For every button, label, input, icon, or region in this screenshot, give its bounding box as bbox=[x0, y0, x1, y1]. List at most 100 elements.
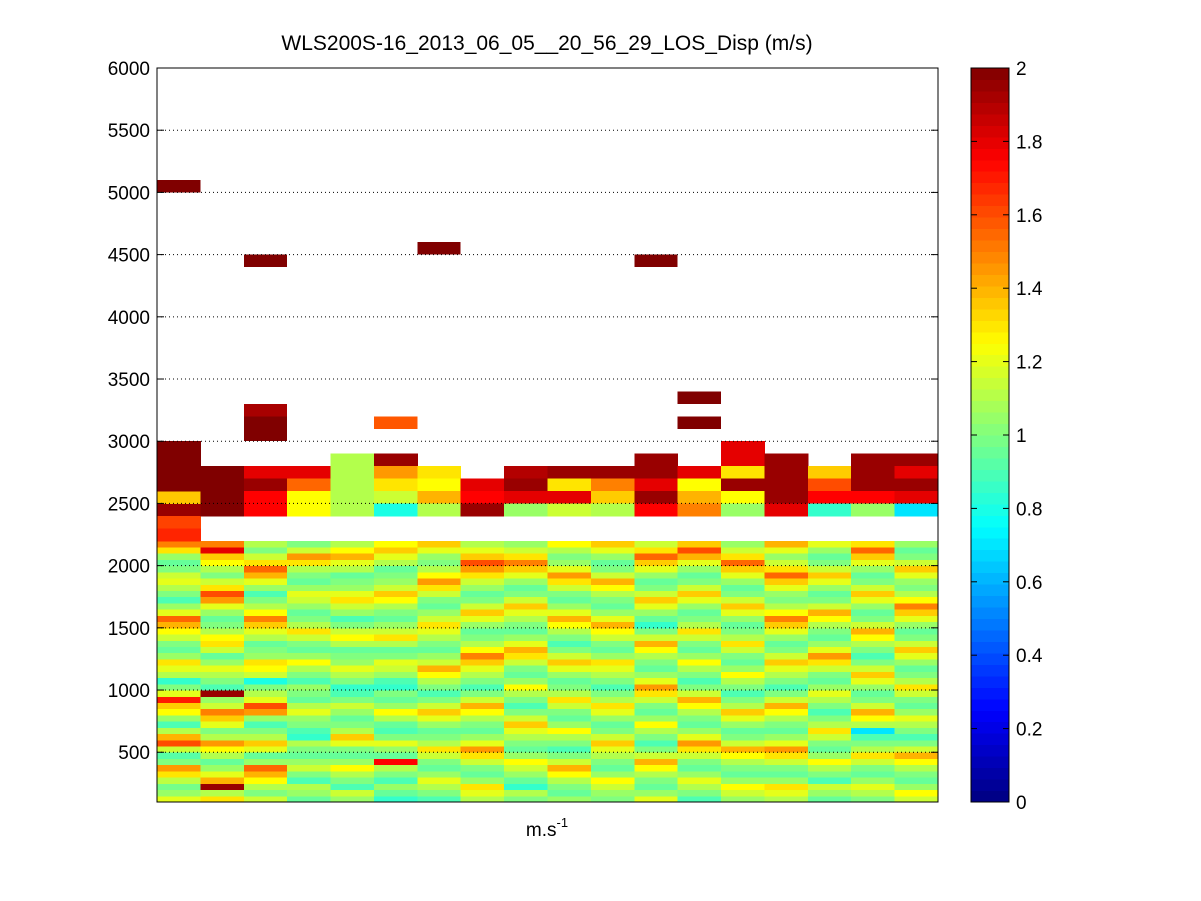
heatmap-cell bbox=[243, 671, 288, 679]
heatmap-cell bbox=[721, 721, 765, 728]
heatmap-cell bbox=[547, 621, 592, 629]
heatmap-cell bbox=[547, 789, 592, 797]
colorbar-tick-label: 0 bbox=[1016, 793, 1027, 814]
heatmap-cell bbox=[677, 615, 722, 623]
heatmap-cell bbox=[634, 752, 679, 759]
heatmap-cell bbox=[634, 795, 679, 803]
heatmap-cell bbox=[243, 627, 288, 635]
heatmap-cell bbox=[851, 733, 896, 741]
colorbar-block bbox=[971, 240, 1009, 252]
heatmap-cell bbox=[590, 708, 635, 716]
colorbar-block bbox=[971, 228, 1009, 241]
heatmap-cell bbox=[504, 739, 548, 747]
heatmap-cell-isolated bbox=[417, 242, 461, 255]
colorbar-block bbox=[971, 171, 1009, 184]
heatmap-cell bbox=[287, 466, 332, 480]
heatmap-cell bbox=[417, 708, 462, 716]
heatmap-cell bbox=[373, 795, 418, 803]
heatmap-cell bbox=[677, 602, 722, 610]
heatmap-cell bbox=[287, 546, 332, 554]
heatmap-cell bbox=[460, 746, 505, 753]
heatmap-cell bbox=[634, 677, 679, 685]
heatmap-cell bbox=[417, 590, 462, 598]
heatmap-cell bbox=[547, 708, 592, 716]
heatmap-cell bbox=[330, 671, 375, 679]
heatmap-cell bbox=[634, 490, 679, 504]
heatmap-cell bbox=[417, 733, 462, 741]
heatmap-cell bbox=[590, 795, 635, 803]
heatmap-cell bbox=[894, 478, 939, 492]
heatmap-cell bbox=[243, 658, 288, 666]
colorbar-block bbox=[971, 148, 1009, 161]
heatmap-cell bbox=[807, 770, 852, 778]
heatmap-cell bbox=[634, 789, 679, 797]
heatmap-cell bbox=[590, 733, 635, 741]
colorbar-tick-label: 0.2 bbox=[1016, 720, 1042, 741]
heatmap-cell bbox=[460, 584, 505, 592]
heatmap-cell bbox=[764, 665, 809, 672]
heatmap-cell bbox=[243, 634, 288, 641]
heatmap-cell bbox=[634, 739, 679, 747]
heatmap-cell bbox=[807, 640, 852, 647]
heatmap-cell bbox=[590, 652, 635, 660]
heatmap-cell bbox=[373, 708, 418, 716]
heatmap-cell bbox=[460, 789, 505, 797]
heatmap-cell bbox=[894, 453, 939, 467]
heatmap-cell bbox=[634, 721, 679, 728]
heatmap-cell bbox=[417, 758, 462, 766]
colorbar-tick-label: 2 bbox=[1016, 59, 1027, 80]
heatmap-cell bbox=[287, 584, 332, 592]
heatmap-cell bbox=[764, 746, 809, 753]
heatmap-cell bbox=[243, 602, 288, 610]
heatmap-cell bbox=[547, 578, 592, 585]
heatmap-cell bbox=[417, 665, 462, 672]
heatmap-cell bbox=[200, 540, 245, 548]
heatmap-cell bbox=[721, 565, 765, 573]
heatmap-cell bbox=[590, 665, 635, 672]
heatmap-cell bbox=[807, 671, 852, 679]
heatmap-cell bbox=[243, 652, 288, 660]
heatmap-cell bbox=[460, 721, 505, 728]
heatmap-cell bbox=[330, 690, 375, 697]
heatmap-cell bbox=[287, 596, 332, 604]
y-tick-label: 1000 bbox=[108, 681, 150, 702]
heatmap-cell bbox=[330, 540, 375, 548]
heatmap-cell bbox=[330, 627, 375, 635]
heatmap-cell bbox=[590, 627, 635, 635]
heatmap-cell bbox=[504, 783, 548, 791]
heatmap-cell bbox=[287, 540, 332, 548]
heatmap-cell bbox=[200, 789, 245, 797]
heatmap-cell bbox=[894, 621, 939, 629]
heatmap-cell bbox=[373, 770, 418, 778]
heatmap-cell bbox=[157, 783, 201, 791]
heatmap-cell bbox=[721, 546, 765, 554]
heatmap-cell bbox=[764, 553, 809, 560]
heatmap-cell bbox=[590, 671, 635, 679]
colorbar-block bbox=[971, 389, 1009, 402]
heatmap-cell bbox=[243, 739, 288, 747]
heatmap-cell bbox=[157, 690, 201, 697]
heatmap-cell bbox=[894, 466, 939, 480]
heatmap-cell bbox=[243, 540, 288, 548]
colorbar-block bbox=[971, 790, 1009, 803]
heatmap-cell bbox=[721, 615, 765, 623]
heatmap-cell bbox=[460, 770, 505, 778]
heatmap-cell bbox=[851, 490, 896, 504]
heatmap-cell bbox=[894, 571, 939, 579]
heatmap-cell bbox=[590, 683, 635, 691]
heatmap-cell bbox=[243, 646, 288, 654]
heatmap-cell bbox=[807, 559, 852, 567]
heatmap-cell bbox=[547, 770, 592, 778]
heatmap-cell bbox=[807, 621, 852, 629]
heatmap-cell bbox=[547, 702, 592, 710]
heatmap-cell bbox=[287, 752, 332, 759]
heatmap-cell bbox=[807, 584, 852, 592]
heatmap-cell bbox=[764, 546, 809, 554]
heatmap-cell bbox=[677, 658, 722, 666]
heatmap-cell bbox=[677, 683, 722, 691]
heatmap-cell bbox=[764, 683, 809, 691]
heatmap-cell bbox=[547, 714, 592, 722]
x-axis-label-base: m.s bbox=[526, 820, 557, 841]
heatmap-cell-isolated bbox=[373, 416, 418, 429]
